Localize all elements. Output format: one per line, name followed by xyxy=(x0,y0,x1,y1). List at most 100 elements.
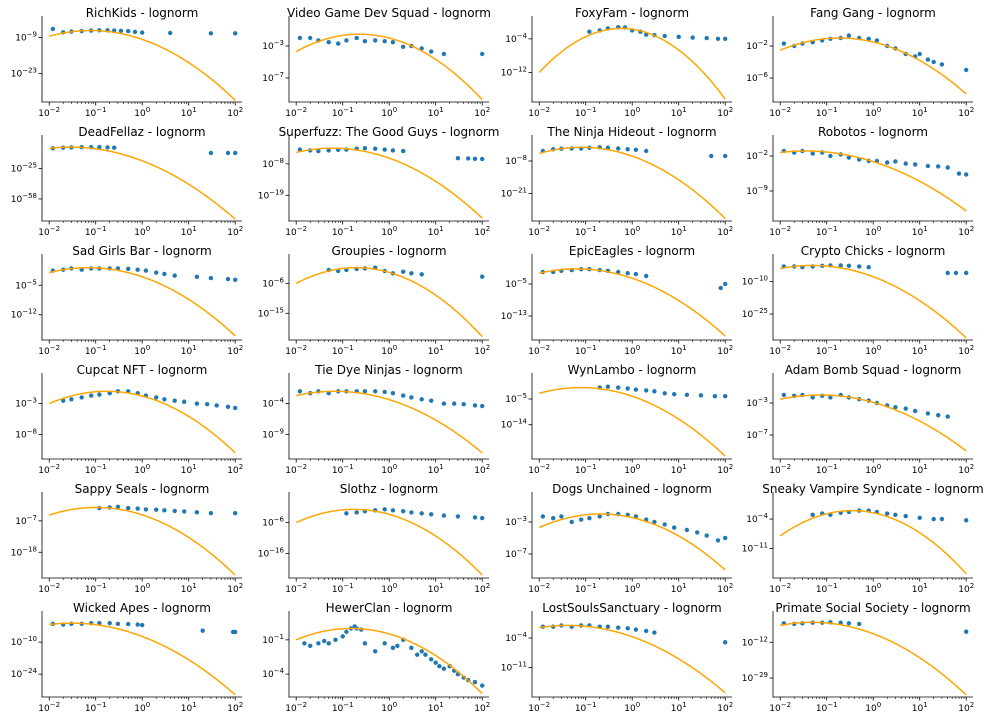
x-tick-label: 101 xyxy=(428,106,444,119)
x-tick-label: 101 xyxy=(671,463,687,476)
x-tick-label: 10−2 xyxy=(285,106,307,119)
data-point xyxy=(644,628,649,634)
subplot-22: HewerClan - lognorm 10−2 10−1 100 101 102 10−1… xyxy=(262,601,490,714)
x-tick-label: 10−2 xyxy=(528,106,550,119)
y-tick-label: 10−6 xyxy=(262,516,284,529)
data-point xyxy=(723,393,728,399)
data-point xyxy=(704,35,709,41)
x-tick-label: 10−2 xyxy=(285,701,307,714)
x-tick-label: 101 xyxy=(181,344,197,357)
y-tick-label: 10−3 xyxy=(746,396,768,409)
y-tick-label: 10−24 xyxy=(11,667,38,680)
data-point xyxy=(429,398,434,403)
data-point xyxy=(362,38,368,44)
data-point xyxy=(866,36,871,41)
data-point xyxy=(559,514,564,519)
x-tick-label: 102 xyxy=(717,463,733,476)
x-tick-label: 102 xyxy=(474,463,490,476)
y-tick-label: 10−3 xyxy=(15,397,37,410)
data-point xyxy=(437,663,442,669)
data-point xyxy=(172,508,177,514)
x-tick-label: 100 xyxy=(624,582,640,595)
data-point xyxy=(625,386,630,391)
x-tick-label: 10−2 xyxy=(285,582,307,595)
y-tick-label: 10−4 xyxy=(262,397,284,410)
subplot-4: Fang Gang - lognorm 10−2 10−1 100 101 102 10−2… xyxy=(746,6,974,119)
subplot-title: Adam Bomb Squad - lognorm xyxy=(785,363,962,377)
fit-curve xyxy=(780,264,967,339)
subplot-title: LostSoulsSanctuary - lognorm xyxy=(542,601,721,615)
data-point xyxy=(587,515,592,521)
x-tick-label: 101 xyxy=(181,701,197,714)
subplot-13: Cupcat NFT - lognorm 10−2 10−1 100 101 102 10−… xyxy=(15,363,243,476)
data-point xyxy=(551,515,556,521)
data-point xyxy=(382,641,387,646)
x-tick-label: 10−1 xyxy=(816,463,838,476)
data-point xyxy=(684,392,690,397)
data-point xyxy=(344,629,349,635)
data-point xyxy=(857,264,862,269)
data-point xyxy=(154,507,159,512)
x-tick-label: 102 xyxy=(958,106,974,119)
y-tick-label: 10−5 xyxy=(505,392,527,405)
subplot-title: FoxyFam - lognorm xyxy=(575,6,689,20)
fit-curve xyxy=(49,622,236,696)
data-point xyxy=(401,269,406,274)
data-point xyxy=(326,641,331,646)
subplot-6: Superfuzz: The Good Guys - lognorm 10−2 10… xyxy=(258,125,500,238)
fit-curve xyxy=(48,390,236,454)
data-point xyxy=(616,146,621,151)
x-tick-label: 100 xyxy=(134,106,150,119)
data-point xyxy=(846,155,852,160)
y-tick-label: 10−13 xyxy=(501,309,527,322)
x-tick-label: 100 xyxy=(134,344,150,357)
data-point xyxy=(194,401,200,406)
y-tick-label: 10−10 xyxy=(11,635,37,648)
fit-curve xyxy=(538,27,726,100)
data-point xyxy=(723,640,728,645)
data-point xyxy=(644,388,649,393)
data-point xyxy=(939,62,945,67)
y-tick-label: 10−25 xyxy=(742,307,768,320)
y-tick-label: 10−7 xyxy=(15,514,37,527)
x-tick-label: 10−2 xyxy=(769,582,791,595)
data-point xyxy=(429,49,434,54)
y-tick-label: 10−3 xyxy=(262,39,284,52)
data-point xyxy=(939,516,945,522)
data-point xyxy=(480,403,485,409)
x-tick-label: 102 xyxy=(958,344,974,357)
x-tick-label: 100 xyxy=(381,106,397,119)
y-tick-label: 10−21 xyxy=(501,187,527,200)
x-tick-label: 10−1 xyxy=(575,582,597,595)
data-point xyxy=(135,267,140,272)
x-tick-label: 102 xyxy=(227,344,243,357)
data-point xyxy=(162,508,167,513)
data-point xyxy=(344,511,349,516)
data-point xyxy=(132,29,138,35)
data-point xyxy=(423,652,428,657)
data-point xyxy=(419,511,424,516)
data-point xyxy=(208,31,214,36)
data-point xyxy=(866,264,871,270)
data-point xyxy=(308,643,313,649)
y-tick-label: 10−58 xyxy=(11,192,37,205)
subplot-title: RichKids - lognorm xyxy=(86,6,199,20)
data-point xyxy=(50,26,56,32)
subplot-5: DeadFellaz - lognorm 10−2 10−1 100 101 102 10−… xyxy=(11,125,243,238)
data-point xyxy=(112,145,117,150)
data-point xyxy=(208,150,214,156)
data-point xyxy=(781,41,787,46)
x-tick-label: 10−1 xyxy=(816,344,838,357)
fit-curve xyxy=(780,150,967,212)
x-tick-label: 101 xyxy=(181,225,197,238)
subplot-title: Sappy Seals - lognorm xyxy=(75,482,210,496)
data-point xyxy=(616,625,621,630)
data-point xyxy=(308,35,313,41)
y-tick-label: 10−2 xyxy=(746,39,768,52)
data-point xyxy=(931,59,936,65)
x-tick-label: 10−2 xyxy=(285,225,307,238)
subplot-12: Crypto Chicks - lognorm 10−2 10−1 100 101 102… xyxy=(742,244,974,357)
subplot-title: DeadFellaz - lognorm xyxy=(78,125,205,139)
subplot-title: Sneaky Vampire Syndicate - lognorm xyxy=(762,482,983,496)
x-tick-label: 101 xyxy=(912,106,928,119)
